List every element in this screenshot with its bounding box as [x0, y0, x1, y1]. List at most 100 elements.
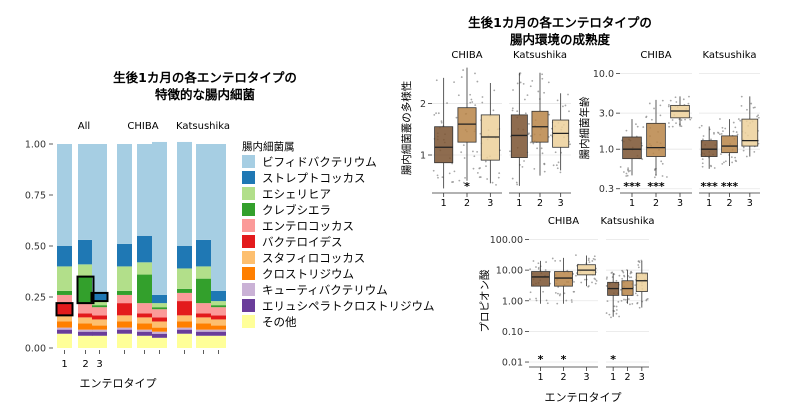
stacked-bar-panel: 生後1カ月の各エンテロタイプの 特徴的な腸内細菌 All CHIBA Katsu…	[25, 70, 435, 390]
jitter-point	[471, 101, 474, 103]
legend-title: 腸内細菌属	[242, 140, 295, 153]
box-x-tick-label: 2	[464, 198, 470, 209]
bar-segment	[152, 141, 167, 295]
jitter-point	[605, 285, 608, 287]
jitter-point	[529, 291, 532, 294]
bar-highlights	[55, 275, 109, 317]
jitter-point	[636, 294, 639, 297]
bar-segment	[137, 329, 152, 332]
jitter-point	[533, 167, 536, 170]
jitter-point	[555, 164, 558, 167]
bar-segment	[92, 319, 107, 326]
jitter-point	[495, 184, 497, 186]
bar-segment	[57, 144, 72, 246]
bar-segment	[177, 333, 192, 348]
jitter-point	[713, 167, 716, 169]
jitter-point	[469, 93, 472, 96]
bar-segment	[78, 303, 93, 314]
jitter-point	[660, 160, 663, 163]
jitter-point	[625, 298, 627, 301]
box-plot-2: 腸内細菌年齢 0.3 1.0 3.0 10.0 CHIBA 1 *** 2 *** 3 Katsush…	[578, 50, 760, 209]
bar-segment	[211, 315, 226, 320]
jitter-point	[462, 181, 465, 184]
jitter-point	[543, 170, 546, 173]
box-y-axis-label: 腸内細菌叢の多様性	[400, 81, 413, 176]
jitter-point	[740, 95, 743, 98]
jitter-point	[653, 107, 655, 110]
jitter-point	[535, 297, 537, 300]
jitter-point	[491, 181, 494, 184]
jitter-point	[453, 170, 456, 173]
bar-x-tick-label: 3	[96, 359, 102, 370]
jitter-point	[740, 104, 743, 107]
box-y-axis-label: 腸内細菌年齢	[578, 96, 591, 159]
jitter-point	[615, 279, 618, 282]
facet-label-all: All	[78, 121, 90, 132]
bar-segment	[92, 301, 107, 306]
jitter-point	[653, 169, 656, 171]
jitter-point	[731, 161, 734, 164]
jitter-point	[606, 300, 609, 303]
bar-segment	[196, 313, 211, 318]
bar-segment	[78, 323, 93, 330]
jitter-point	[587, 257, 590, 260]
bar-segment	[57, 327, 72, 330]
bar-segment	[57, 321, 72, 328]
jitter-point	[537, 262, 540, 265]
box-y-tick-label: 2	[420, 99, 426, 110]
legend-swatch	[242, 235, 255, 248]
jitter-point	[680, 119, 683, 121]
box-facet-label: CHIBA	[451, 50, 482, 61]
bar-segment	[92, 315, 107, 320]
jitter-point	[531, 80, 534, 82]
box-y-tick-label: 1	[420, 151, 426, 162]
bar-segment	[152, 307, 167, 310]
bar-segment	[92, 331, 107, 336]
bar-segment	[117, 321, 132, 328]
jitter-point	[498, 172, 501, 175]
jitter-point	[556, 167, 559, 170]
bar-segment	[117, 333, 132, 348]
jitter-point	[481, 101, 484, 104]
bar-segment	[177, 292, 192, 302]
jitter-point	[610, 316, 612, 319]
bar-segment	[177, 301, 192, 316]
jitter-point	[608, 313, 611, 316]
bar-segment	[137, 331, 152, 336]
jitter-point	[523, 160, 525, 162]
bar-legend: ビフィドバクテリウムストレプトコッカスエシェリヒアクレブシエラエンテロコッカスバ…	[242, 155, 435, 329]
jitter-point	[734, 156, 736, 159]
bar-segment	[177, 321, 192, 328]
bar-segment	[78, 264, 93, 277]
jitter-point	[653, 176, 656, 179]
jitter-point	[545, 299, 548, 302]
jitter-point	[583, 278, 586, 281]
jitter-point	[554, 151, 557, 154]
jitter-point	[622, 171, 625, 173]
bar-y-tick-label: 0.00	[25, 344, 46, 355]
legend-label: スタフィロコッカス	[262, 251, 365, 265]
box-body	[554, 271, 573, 287]
box-x-tick-label: 3	[487, 198, 493, 209]
jitter-point	[472, 167, 475, 170]
bar-segment	[211, 319, 226, 326]
jitter-point	[458, 179, 461, 182]
bar-segment	[177, 246, 192, 269]
jitter-point	[734, 159, 737, 162]
bar-segment	[152, 317, 167, 322]
jitter-point	[529, 85, 532, 88]
legend-label: その他	[262, 315, 297, 329]
jitter-point	[667, 105, 670, 108]
jitter-point	[757, 114, 760, 117]
jitter-point	[541, 73, 544, 76]
bar-highlight-box	[76, 275, 95, 305]
jitter-point	[622, 271, 625, 274]
bar-segment	[78, 313, 93, 318]
jitter-point	[545, 261, 547, 263]
jitter-point	[472, 150, 474, 153]
jitter-point	[559, 171, 562, 174]
bar-segment	[211, 305, 226, 308]
jitter-point	[724, 160, 727, 163]
legend-label: ストレプトコッカス	[262, 171, 366, 185]
